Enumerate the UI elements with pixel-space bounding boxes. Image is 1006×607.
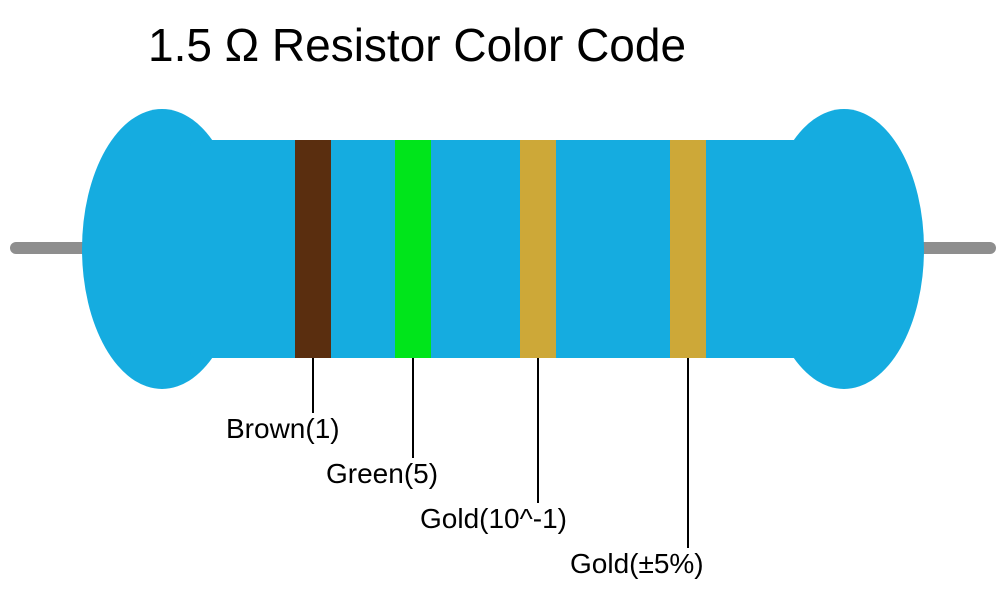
resistor-band-2 [395, 140, 431, 358]
resistor-band-3 [520, 140, 556, 358]
callout-label-2: Green(5) [326, 458, 438, 490]
callout-line-3 [537, 358, 539, 503]
diagram-title: 1.5 Ω Resistor Color Code [148, 18, 686, 72]
callout-label-4: Gold(±5%) [570, 548, 704, 580]
resistor-band-1 [295, 140, 331, 358]
callout-label-3: Gold(10^-1) [420, 503, 567, 535]
callout-line-1 [312, 358, 314, 413]
resistor-band-4 [670, 140, 706, 358]
callout-label-1: Brown(1) [226, 413, 340, 445]
callout-line-2 [412, 358, 414, 458]
callout-line-4 [687, 358, 689, 548]
resistor-body [190, 140, 820, 358]
